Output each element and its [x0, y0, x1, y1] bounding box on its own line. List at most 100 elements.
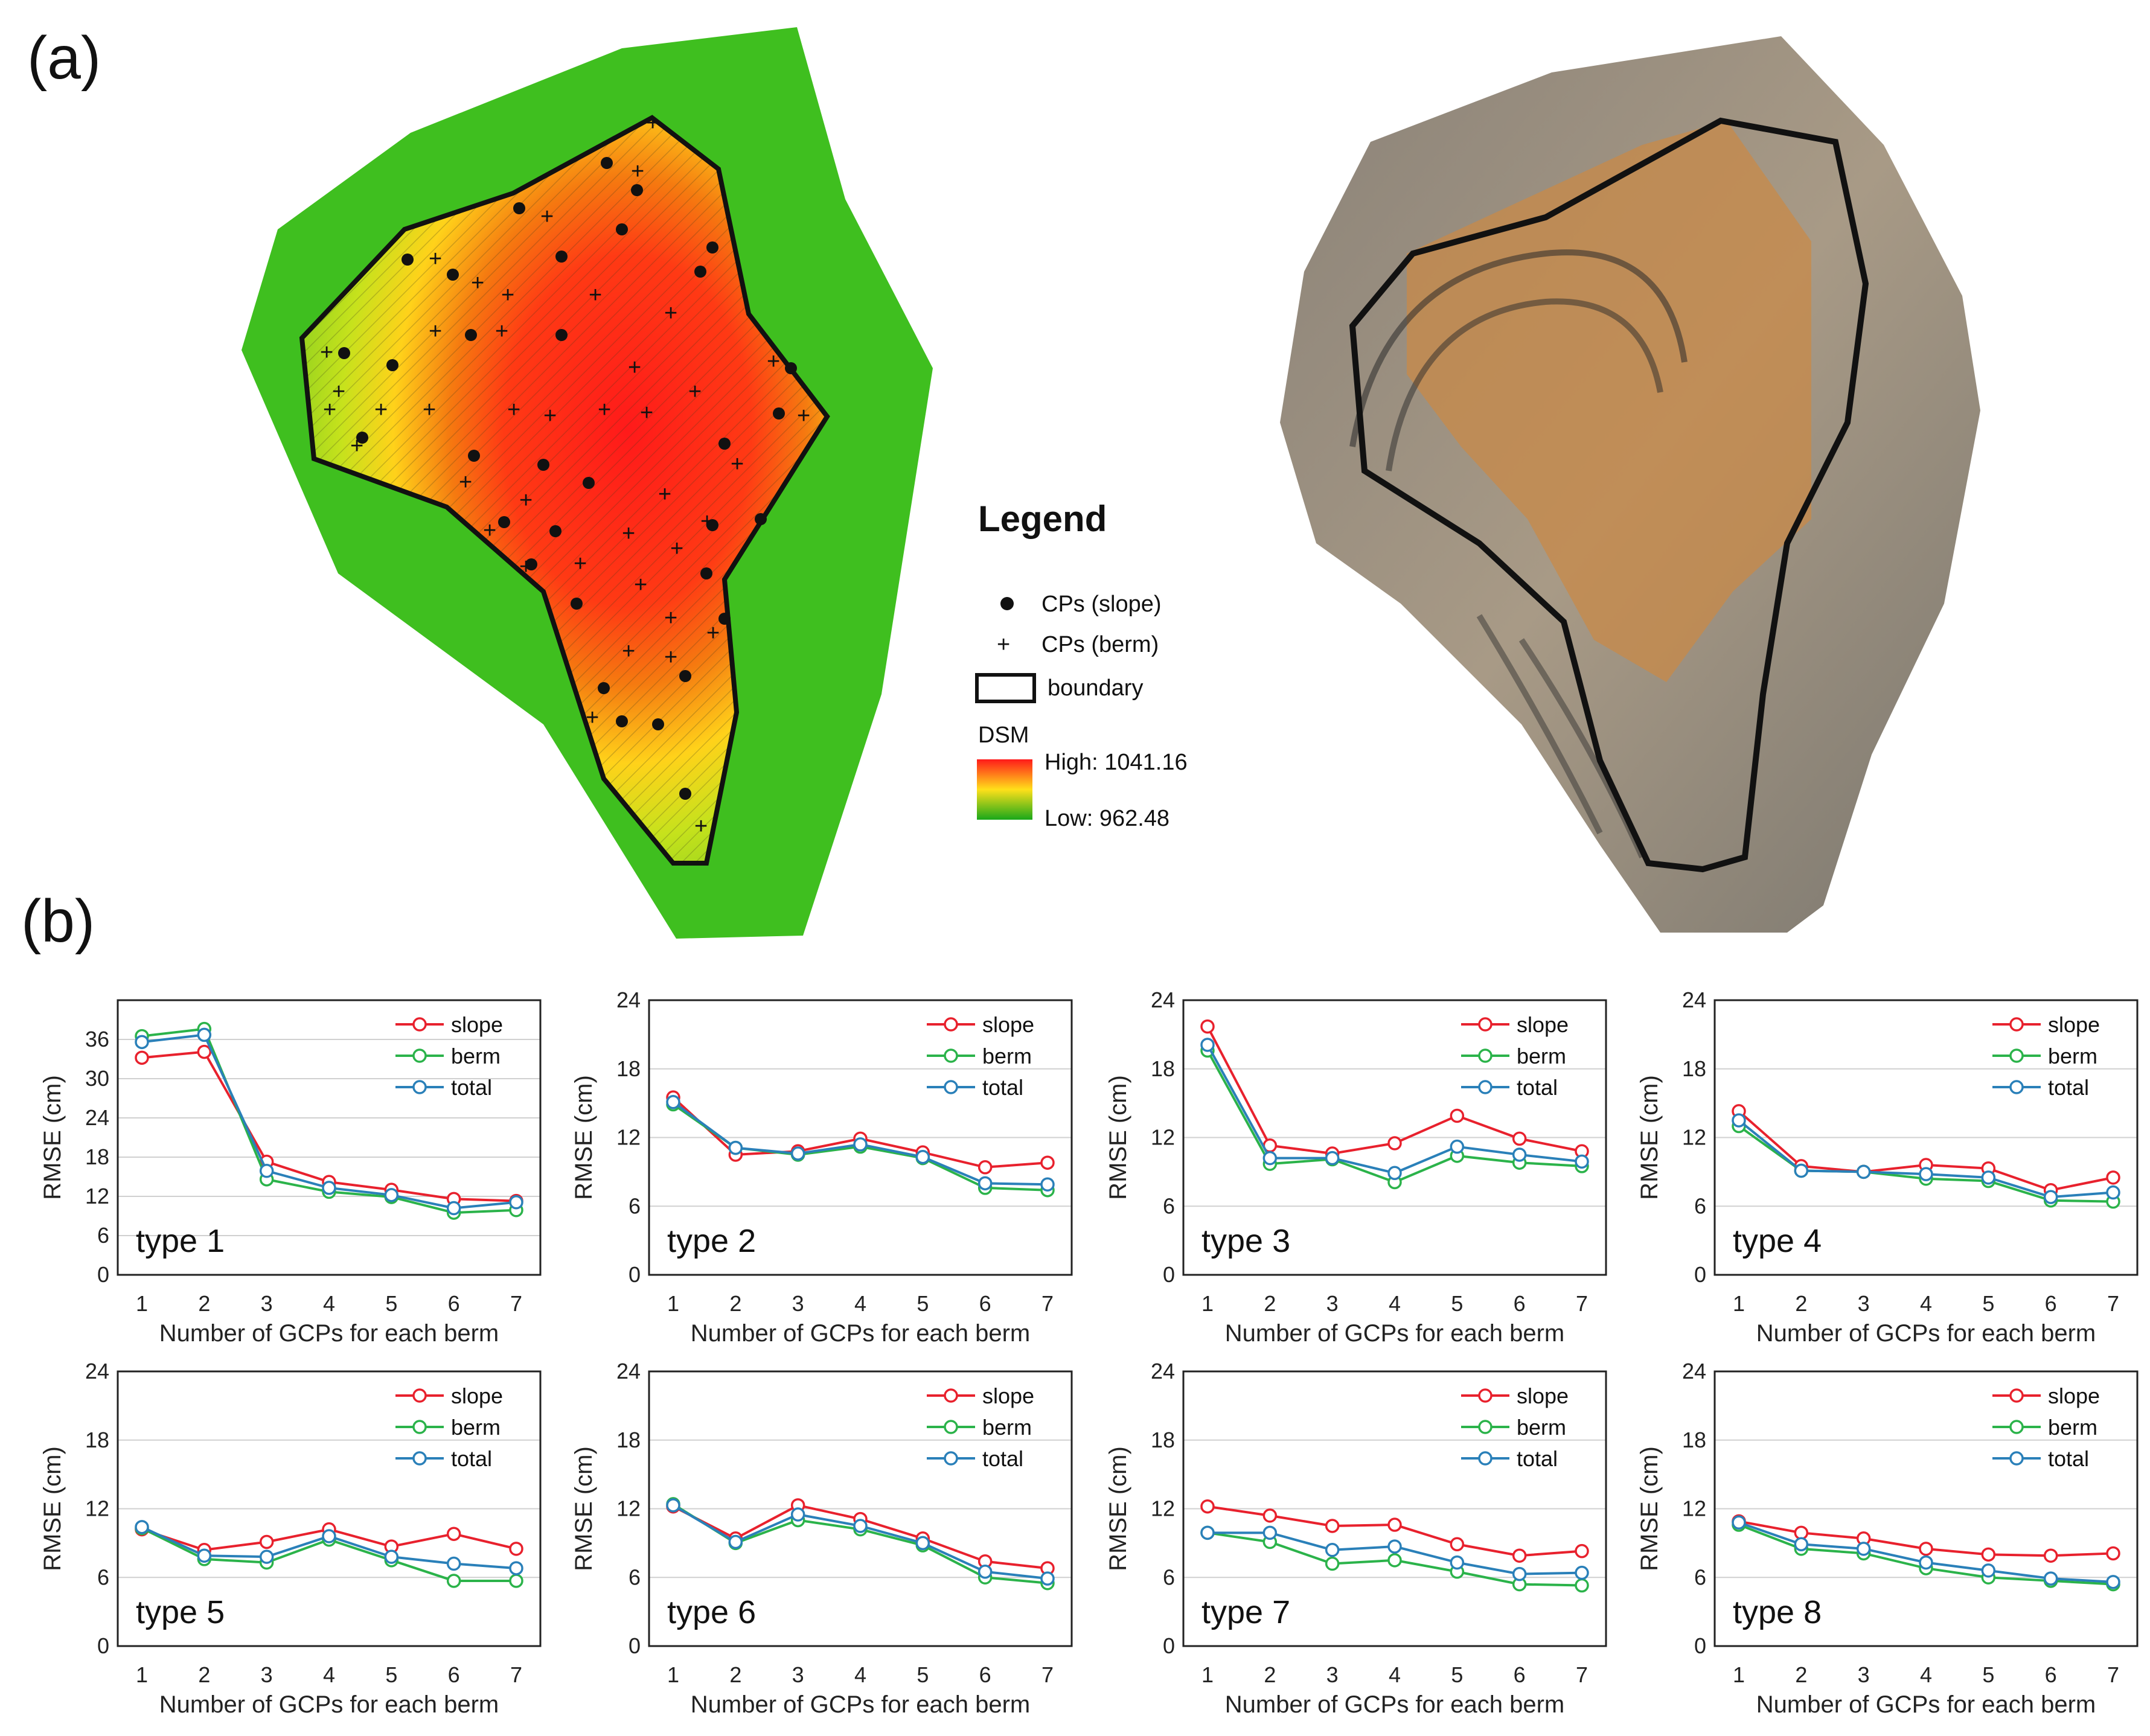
- cp-slope-point: [583, 477, 595, 489]
- chart-type-label: type 1: [136, 1223, 225, 1259]
- legend-label-slope: slope: [1517, 1383, 1569, 1408]
- cp-slope-point: [700, 567, 712, 579]
- x-tick-label: 2: [1795, 1291, 1807, 1316]
- y-axis-label: RMSE (cm): [1636, 1075, 1663, 1200]
- cp-slope-point: [468, 450, 480, 462]
- cp-slope-point: [706, 241, 718, 254]
- cp-slope-point: [555, 329, 568, 341]
- legend-marker-berm: [1478, 1420, 1493, 1434]
- data-point-total: [1512, 1566, 1527, 1581]
- x-tick-label: 6: [979, 1662, 991, 1687]
- data-point-total: [853, 1519, 868, 1533]
- x-tick-label: 3: [261, 1291, 273, 1316]
- legend-label-berm: berm: [451, 1415, 501, 1440]
- cp-berm-point: +: [767, 349, 780, 374]
- cp-berm-point: +: [501, 282, 514, 308]
- data-point-total: [1040, 1177, 1055, 1192]
- map-legend: Legend CPs (slope) + CPs (berm) boundary…: [975, 499, 1188, 831]
- data-point-total: [1794, 1537, 1809, 1552]
- y-axis-label: RMSE (cm): [39, 1075, 66, 1200]
- legend-label-total: total: [2048, 1446, 2089, 1471]
- data-point-slope: [259, 1534, 274, 1549]
- data-point-slope: [1325, 1519, 1340, 1533]
- data-point-slope: [2043, 1548, 2058, 1563]
- data-point-total: [1450, 1139, 1465, 1154]
- data-point-slope: [1387, 1517, 1402, 1532]
- data-point-total: [1450, 1555, 1465, 1570]
- legend-label-berm: berm: [1517, 1044, 1566, 1068]
- cp-slope-point: [616, 715, 628, 727]
- legend-marker-slope: [2009, 1017, 2024, 1032]
- y-axis-label: RMSE (cm): [1636, 1446, 1663, 1571]
- x-axis-label: Number of GCPs for each berm: [159, 1320, 499, 1347]
- data-point-total: [1262, 1525, 1278, 1540]
- cp-slope-point: [755, 513, 767, 525]
- cp-berm-point: +: [423, 397, 436, 423]
- cp-berm-point: +: [634, 572, 647, 598]
- x-tick-label: 1: [667, 1662, 679, 1687]
- cp-slope-point: [386, 359, 398, 371]
- x-tick-label: 7: [1576, 1291, 1588, 1316]
- cp-slope-point: [694, 266, 706, 278]
- y-tick-label: 12: [85, 1496, 109, 1521]
- y-tick-label: 0: [1163, 1262, 1175, 1287]
- data-point-slope: [1512, 1131, 1527, 1146]
- cp-berm-point: +: [323, 397, 336, 423]
- y-axis-label: RMSE (cm): [571, 1446, 597, 1571]
- data-point-total: [384, 1549, 399, 1564]
- cp-slope-point: [652, 718, 664, 730]
- data-point-total: [1919, 1555, 1933, 1570]
- cp-slope-point: [356, 432, 368, 444]
- x-tick-label: 7: [2107, 1662, 2119, 1687]
- data-point-total: [1200, 1525, 1215, 1540]
- data-point-slope: [1387, 1136, 1402, 1150]
- legend-marker-total: [412, 1080, 427, 1094]
- data-point-slope: [2106, 1546, 2120, 1561]
- x-tick-label: 5: [1451, 1291, 1463, 1316]
- cp-slope-point: [465, 329, 477, 341]
- ortho-bench-1: [1349, 249, 1688, 447]
- data-point-total: [197, 1548, 212, 1563]
- x-tick-label: 6: [2045, 1291, 2057, 1316]
- y-axis-label: RMSE (cm): [571, 1075, 597, 1200]
- data-point-slope: [1200, 1019, 1215, 1034]
- legend-dot-icon: [1000, 597, 1014, 610]
- y-tick-label: 6: [1163, 1565, 1175, 1589]
- data-point-total: [728, 1534, 743, 1549]
- x-tick-label: 3: [1326, 1291, 1339, 1316]
- cp-slope-point: [785, 362, 797, 374]
- y-tick-label: 18: [1682, 1428, 1706, 1452]
- data-point-berm: [509, 1574, 523, 1588]
- x-axis-label: Number of GCPs for each berm: [1756, 1320, 2096, 1347]
- y-tick-label: 24: [1151, 988, 1175, 1012]
- y-tick-label: 6: [1163, 1193, 1175, 1218]
- data-point-slope: [977, 1160, 993, 1175]
- y-tick-label: 24: [85, 1359, 109, 1383]
- legend-marker-total: [1478, 1451, 1493, 1466]
- legend-marker-total: [412, 1451, 427, 1466]
- x-axis-label: Number of GCPs for each berm: [691, 1320, 1030, 1347]
- data-point-total: [1856, 1164, 1871, 1179]
- data-point-total: [728, 1140, 743, 1155]
- y-tick-label: 0: [97, 1262, 109, 1287]
- data-point-total: [2106, 1575, 2120, 1589]
- cp-slope-point: [631, 184, 643, 196]
- cp-berm-point: +: [664, 301, 677, 326]
- data-point-total: [977, 1565, 993, 1579]
- legend-dsm-low: Low: 962.48: [1045, 806, 1169, 831]
- x-tick-label: 2: [1264, 1662, 1276, 1687]
- legend-cp-slope: CPs (slope): [1041, 592, 1162, 617]
- x-tick-label: 3: [1858, 1291, 1870, 1316]
- cp-berm-point: +: [622, 521, 635, 546]
- y-tick-label: 6: [97, 1223, 109, 1248]
- cp-berm-point: +: [646, 110, 659, 136]
- data-point-slope: [135, 1050, 149, 1065]
- y-tick-label: 18: [1151, 1056, 1175, 1081]
- y-tick-label: 0: [629, 1633, 641, 1658]
- plot-frame: [117, 999, 542, 1276]
- y-tick-label: 6: [97, 1565, 109, 1589]
- dsm-hatching: [302, 118, 827, 863]
- chart-type-label: type 5: [136, 1594, 225, 1630]
